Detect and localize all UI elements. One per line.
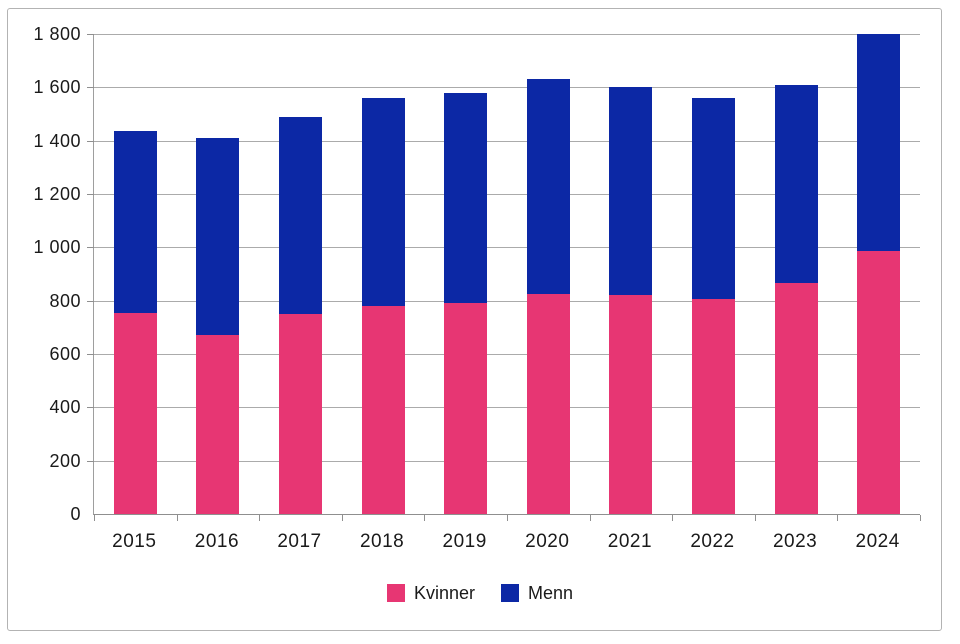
bar-segment-menn-2023 [774,84,818,284]
bar-segment-kvinner-2024 [857,251,901,514]
bar-segment-kvinner-2016 [196,335,240,514]
x-tick-mark [754,515,756,521]
y-tick-mark [87,34,94,35]
y-tick-label: 1 200 [33,184,81,204]
y-tick-label: 0 [70,504,81,524]
y-tick-mark [87,300,94,302]
bar-segment-menn-2022 [692,98,735,300]
x-tick-mark [94,515,95,521]
gridline [94,87,920,89]
bar-segment-kvinner-2023 [774,283,818,514]
y-tick-mark [87,460,94,462]
y-tick-mark [87,140,94,142]
legend-item-kvinner: Kvinner [386,582,475,604]
gridline [94,194,920,195]
bar-segment-kvinner-2018 [361,306,405,514]
legend-label-kvinner: Kvinner [413,583,475,603]
x-axis-label-2023: 2023 [772,531,818,552]
y-tick-mark [87,194,94,195]
kvinner-swatch-icon [386,584,405,602]
x-tick-mark [176,515,178,521]
x-axis-label-2021: 2021 [607,531,653,552]
y-tick-label: 400 [49,397,81,418]
x-axis-label-2024: 2024 [855,531,900,552]
y-tick-label: 800 [49,290,81,311]
bar-segment-menn-2015 [113,131,157,313]
y-tick-mark [87,407,94,409]
bar-2020 [526,79,570,514]
x-tick-mark [424,515,426,521]
bar-2016 [196,138,240,514]
gridline [94,460,920,462]
x-tick-mark [837,515,839,521]
x-axis-label-2022: 2022 [690,531,735,552]
bar-segment-menn-2019 [444,92,488,304]
y-tick-mark [87,247,94,249]
bar-segment-kvinner-2019 [444,303,488,514]
y-tick-label: 1 800 [33,24,81,44]
bar-segment-menn-2020 [526,79,570,294]
bar-2017 [279,116,322,514]
y-tick-label: 200 [49,450,81,471]
x-axis-label-2017: 2017 [277,531,322,552]
x-axis-label-2020: 2020 [525,531,570,552]
menn-swatch-icon [501,584,519,602]
legend-item-menn: Menn [501,582,573,604]
x-tick-mark [341,515,343,521]
bar-segment-menn-2021 [609,87,653,296]
y-tick-mark [87,87,94,89]
y-tick-label: 1 600 [33,77,81,98]
bar-2019 [444,92,488,514]
legend: Kvinner Menn [0,582,960,604]
y-tick-label: 600 [49,344,81,364]
x-tick-mark [589,515,591,521]
gridline [94,407,920,409]
bar-segment-kvinner-2020 [526,294,570,514]
x-tick-mark [259,515,261,521]
bar-segment-kvinner-2017 [279,314,322,514]
y-tick-label: 1 000 [33,237,81,258]
x-axis-label-2015: 2015 [112,531,157,552]
y-tick-label: 1 400 [33,130,81,151]
bar-segment-kvinner-2021 [609,295,653,514]
gridline [94,247,920,249]
y-tick-mark [87,354,94,355]
bar-segment-kvinner-2022 [692,299,735,514]
bar-segment-menn-2016 [196,138,240,336]
gridline [94,34,920,35]
bar-2022 [692,98,735,514]
bar-2021 [609,87,653,514]
bar-2015 [113,131,157,514]
bar-2018 [361,98,405,514]
gridline [94,300,920,302]
x-tick-mark [672,515,674,521]
bar-2024 [857,34,901,514]
bar-segment-menn-2017 [279,116,322,314]
plot-area [87,34,921,521]
x-axis-label-2016: 2016 [194,531,240,552]
gridline [94,354,920,355]
bar-2023 [774,84,818,514]
bar-segment-menn-2024 [857,34,901,252]
x-axis-label-2019: 2019 [442,531,487,552]
bar-segment-kvinner-2015 [113,312,157,514]
x-tick-mark [507,515,508,521]
legend-label-menn: Menn [528,583,574,603]
x-tick-mark [920,515,921,521]
gridline [94,140,920,142]
x-axis-label-2018: 2018 [359,531,405,552]
bar-segment-menn-2018 [361,98,405,306]
